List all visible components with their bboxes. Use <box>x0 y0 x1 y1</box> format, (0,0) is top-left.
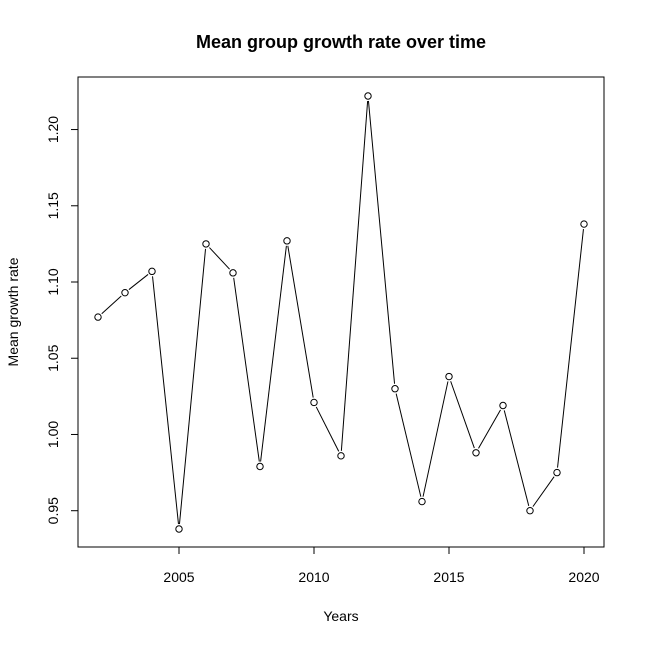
data-point <box>229 269 237 277</box>
x-tick-label: 2005 <box>163 569 194 585</box>
x-axis: 2005 2010 2015 2020 <box>163 546 600 585</box>
data-point <box>121 288 129 297</box>
data-point <box>175 525 183 533</box>
series-line-segment <box>422 381 449 497</box>
data-point <box>148 267 156 276</box>
series-line-segment <box>260 245 287 462</box>
chart-title: Mean group growth rate over time <box>196 32 486 52</box>
y-tick-label: 1.20 <box>45 116 61 143</box>
data-point <box>283 237 291 245</box>
y-tick-label: 1.00 <box>45 421 61 448</box>
data-point <box>94 313 102 321</box>
x-tick-label: 2010 <box>298 569 329 585</box>
y-tick-label: 1.15 <box>45 192 61 219</box>
data-point <box>418 497 426 506</box>
series-line-segment <box>557 228 584 468</box>
series-line-segment <box>532 476 555 507</box>
series-line-segment <box>287 245 314 398</box>
series-line-segment <box>233 277 260 462</box>
data-point <box>202 240 210 248</box>
series-line-segment <box>152 276 179 525</box>
series-line-segment <box>395 393 422 497</box>
data-point <box>364 92 372 100</box>
data-point <box>337 452 345 460</box>
y-axis: 0.95 1.00 1.05 1.10 1.15 1.20 <box>45 116 79 524</box>
series-line-segment <box>367 100 396 384</box>
data-point <box>256 462 264 471</box>
y-tick-label: 0.95 <box>45 497 61 524</box>
data-point <box>472 449 480 457</box>
data-point <box>499 401 507 410</box>
data-point <box>580 220 588 228</box>
data-point <box>391 385 399 393</box>
series-line-segment <box>178 248 207 525</box>
y-tick-label: 1.05 <box>45 344 61 371</box>
y-axis-label: Mean growth rate <box>5 257 21 366</box>
series-line-segment <box>315 406 340 452</box>
series-line-segment <box>340 100 369 451</box>
series-line-segment <box>209 247 230 270</box>
data-point <box>445 372 453 381</box>
y-tick-label: 1.10 <box>45 268 61 295</box>
data-point <box>553 468 561 477</box>
plot-area-border <box>77 76 605 548</box>
series-line-segment <box>101 295 122 315</box>
x-tick-label: 2015 <box>433 569 464 585</box>
series-line-segment <box>503 410 530 506</box>
series-layer <box>94 92 588 533</box>
data-point <box>526 507 534 515</box>
series-line-segment <box>128 274 149 290</box>
data-point <box>310 398 318 407</box>
series-line-segment <box>478 409 501 449</box>
x-axis-label: Years <box>323 608 358 624</box>
series-line-segment <box>450 381 475 449</box>
x-tick-label: 2020 <box>568 569 599 585</box>
